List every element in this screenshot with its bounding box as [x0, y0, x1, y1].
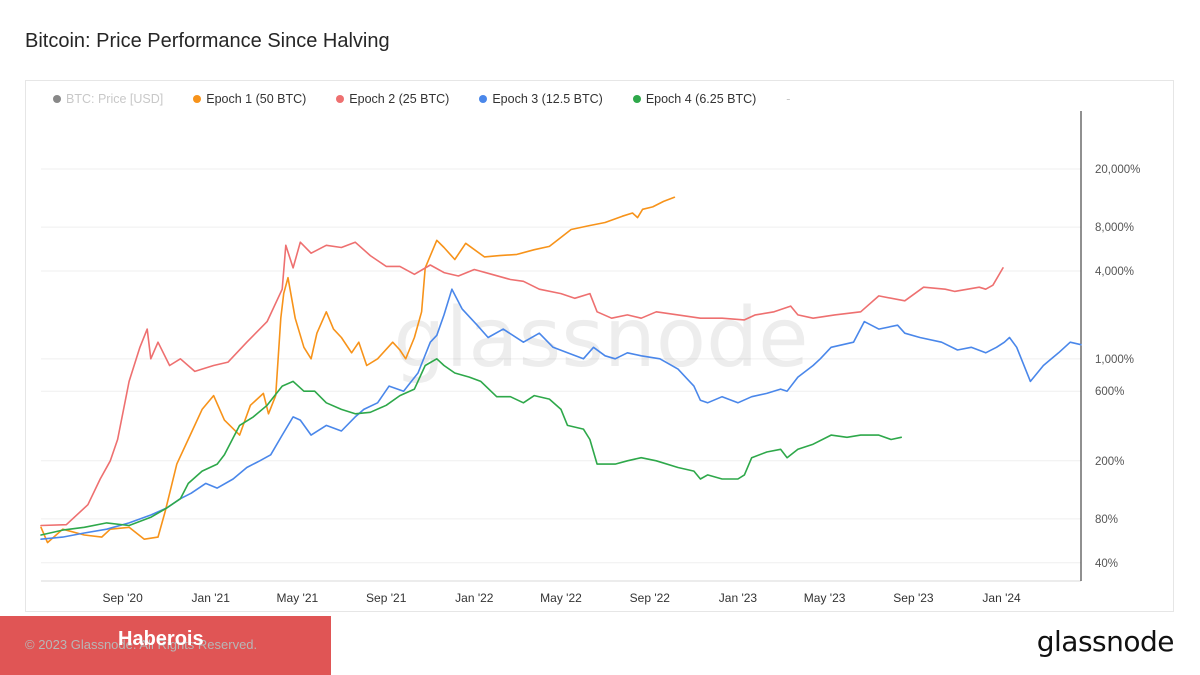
legend-more[interactable]: - [786, 92, 791, 106]
chart-legend: BTC: Price [USD] Epoch 1 (50 BTC) Epoch 2 … [53, 92, 790, 106]
footer-band [0, 616, 331, 675]
x-tick-label: May '22 [540, 591, 582, 605]
legend-label: Epoch 4 (6.25 BTC) [645, 92, 757, 106]
glassnode-logo: glassnode [1036, 625, 1175, 658]
legend-item[interactable]: Epoch 3 (12.5 BTC) [479, 92, 603, 106]
x-tick-label: Jan '24 [982, 591, 1021, 605]
x-tick-label: Sep '23 [893, 591, 934, 605]
y-tick-label: 8,000% [1095, 222, 1134, 234]
legend-item[interactable]: BTC: Price [USD] [53, 92, 163, 106]
legend-label: Epoch 3 (12.5 BTC) [492, 92, 603, 106]
x-tick-label: Sep '22 [630, 591, 671, 605]
legend-dot-icon [336, 95, 345, 103]
x-tick-label: Jan '21 [192, 591, 231, 605]
series-line [40, 288, 1082, 541]
legend-dot-icon [479, 95, 488, 103]
x-tick-label: Sep '21 [366, 591, 407, 605]
legend-label: Epoch 1 (50 BTC) [206, 92, 307, 106]
series-line [40, 357, 903, 536]
legend-dot-icon [193, 95, 202, 103]
legend-label: BTC: Price [USD] [66, 92, 164, 106]
chart-card: BTC: Price [USD] Epoch 1 (50 BTC) Epoch 2 … [25, 80, 1174, 612]
watermark-text: glassnode [393, 291, 808, 386]
y-tick-label: 20,000% [1095, 164, 1140, 176]
series-line [40, 196, 676, 544]
x-tick-label: May '21 [277, 591, 319, 605]
legend-label: Epoch 2 (25 BTC) [349, 92, 450, 106]
copyright-text: © 2023 Glassnode. All Rights Reserved. [25, 637, 258, 652]
series-line [40, 241, 1004, 527]
y-tick-label: 200% [1095, 456, 1124, 468]
legend-dot-icon [53, 95, 61, 103]
chart-plot: glassnode 40% 80% 200% 600% 1,000% 4,000% 8,000… [40, 111, 1140, 605]
legend-item[interactable]: Epoch 1 (50 BTC) [193, 92, 306, 106]
legend-dot-icon [632, 95, 641, 103]
haberois-badge: Haberois [118, 628, 204, 650]
y-tick-label: 600% [1095, 386, 1124, 398]
x-tick-label: Sep '20 [102, 591, 143, 605]
y-tick-label: 1,000% [1095, 354, 1134, 366]
y-tick-label: 4,000% [1095, 266, 1134, 278]
x-tick-label: Jan '23 [719, 591, 758, 605]
y-tick-label: 40% [1095, 558, 1118, 570]
page-title: Bitcoin: Price Performance Since Halving [25, 30, 390, 52]
legend-item[interactable]: Epoch 2 (25 BTC) [336, 92, 449, 106]
y-tick-label: 80% [1095, 514, 1118, 526]
x-tick-label: Jan '22 [455, 591, 494, 605]
legend-item[interactable]: Epoch 4 (6.25 BTC) [632, 92, 757, 106]
x-tick-label: May '23 [804, 591, 846, 605]
